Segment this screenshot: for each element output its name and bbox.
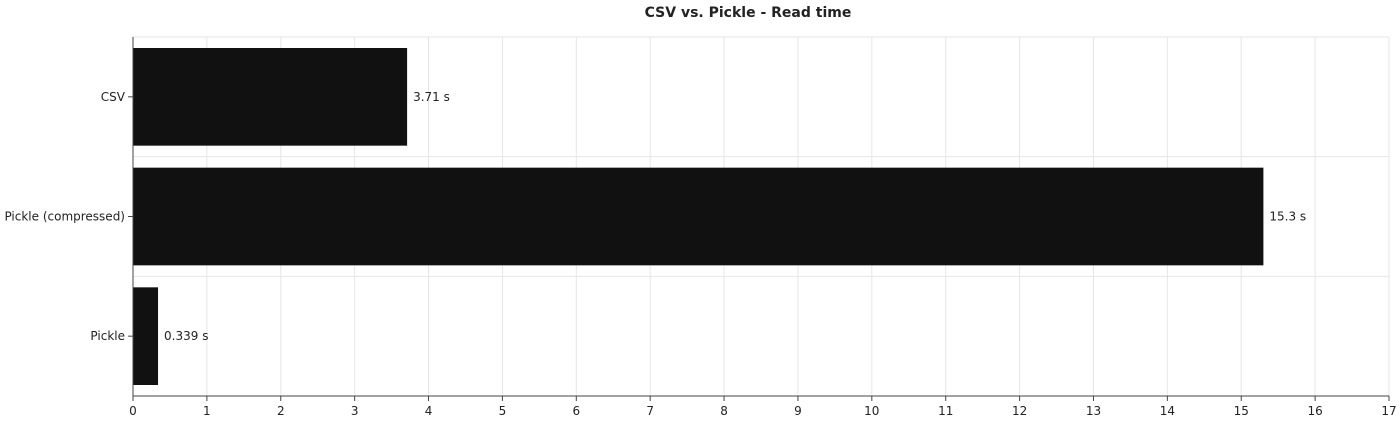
bar-value-label: 0.339 s: [164, 329, 208, 343]
x-tick-label: 1: [203, 404, 211, 418]
x-tick-label: 5: [499, 404, 507, 418]
x-tick-label: 11: [938, 404, 953, 418]
bar-pickle-compressed: [133, 167, 1264, 266]
x-tick-label: 8: [720, 404, 728, 418]
x-tick-label: 9: [794, 404, 802, 418]
x-tick-label: 6: [572, 404, 580, 418]
x-tick-label: 15: [1234, 404, 1249, 418]
bars: [133, 48, 1264, 385]
x-tick-label: 17: [1381, 404, 1396, 418]
y-tick-label: CSV: [101, 90, 126, 104]
y-tick-label: Pickle (compressed): [4, 210, 125, 224]
x-tick-label: 14: [1160, 404, 1175, 418]
x-tick-label: 12: [1012, 404, 1027, 418]
x-tick-label: 10: [864, 404, 879, 418]
x-tick-label: 13: [1086, 404, 1101, 418]
bar-value-label: 15.3 s: [1269, 210, 1306, 224]
x-tick-label: 16: [1307, 404, 1322, 418]
x-tick-label: 3: [351, 404, 359, 418]
axes: [128, 37, 1390, 401]
x-tick-label: 0: [129, 404, 137, 418]
x-tick-label: 2: [277, 404, 285, 418]
chart-title: CSV vs. Pickle - Read time: [645, 5, 852, 21]
x-tick-label: 7: [646, 404, 654, 418]
bar-pickle: [133, 287, 159, 385]
x-tick-label: 4: [425, 404, 433, 418]
bar-csv: [133, 48, 408, 146]
bar-value-label: 3.71 s: [413, 90, 450, 104]
y-tick-label: Pickle: [90, 329, 125, 343]
